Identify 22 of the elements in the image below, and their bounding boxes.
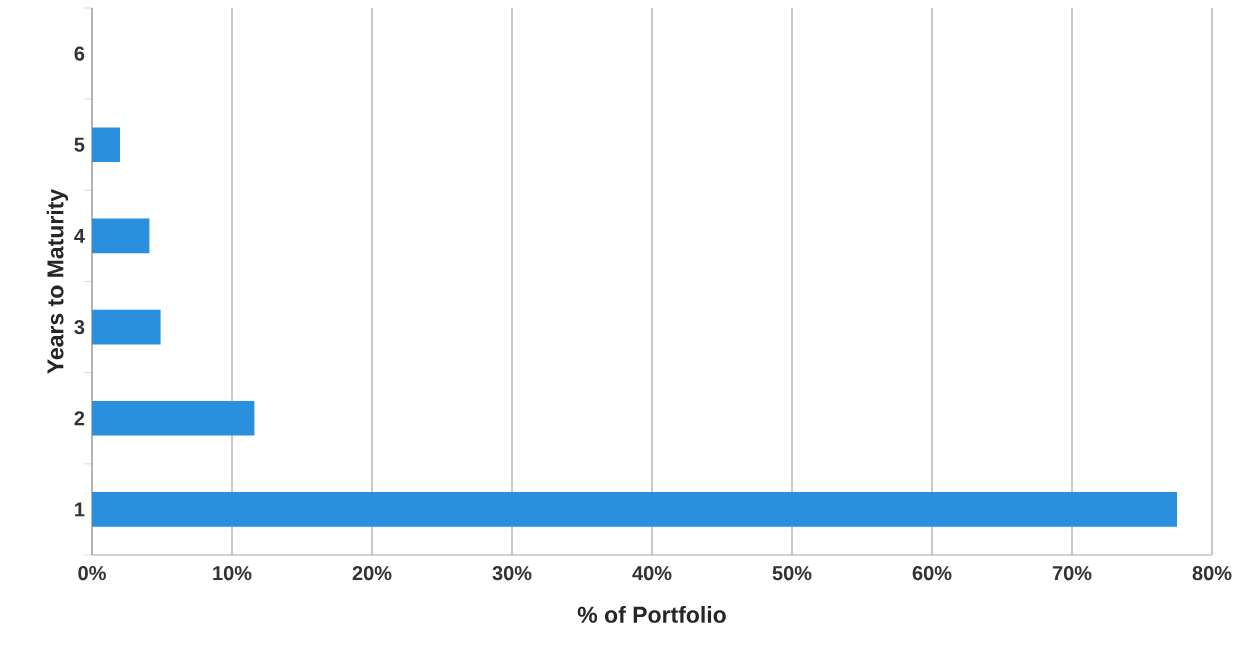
bar [92,492,1178,527]
y-tick-label: 3 [74,320,85,335]
bar [92,400,255,436]
x-tick-label: 80% [1192,566,1232,581]
x-tick-label: 0% [78,566,106,581]
bar [92,218,150,254]
x-tick-label: 70% [1052,566,1092,581]
x-tick-label: 10% [213,566,252,581]
y-tick-label: 5 [74,137,85,152]
bar [92,127,120,163]
x-tick-label: 40% [632,566,672,581]
x-tick-label: 20% [352,566,392,581]
x-tick-label: 60% [912,566,952,581]
y-tick-label: 6 [74,46,85,61]
y-axis-title: Years to Maturity [46,188,69,374]
x-axis-title: % of Portfolio [577,606,726,623]
bar [92,309,161,345]
y-tick-label: 1 [75,502,85,517]
y-tick-label: 4 [74,229,85,243]
x-tick-label: 30% [492,566,532,581]
x-tick-label: 50% [772,566,812,581]
y-tick-label: 2 [74,411,85,426]
